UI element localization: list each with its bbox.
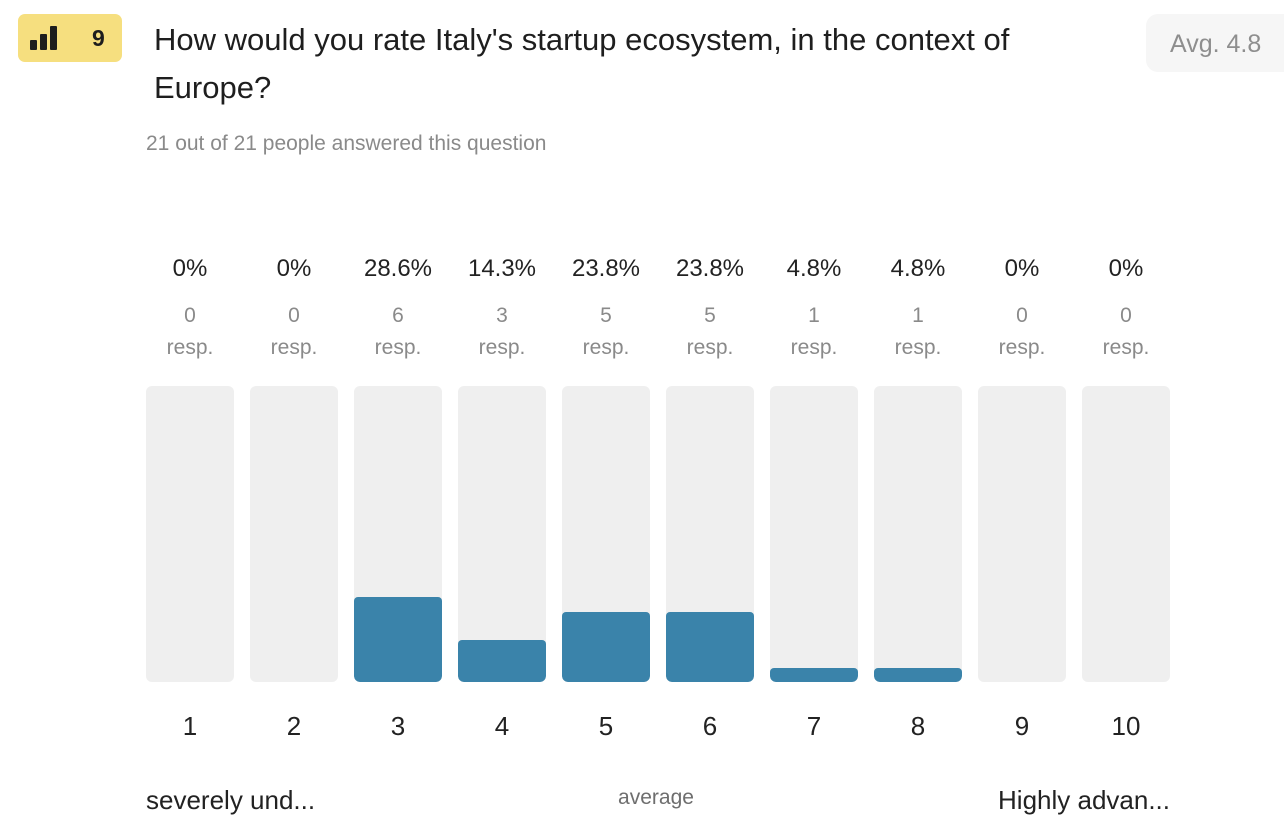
bar-percent-label: 0% <box>1108 255 1144 282</box>
bar-category-label: 2 <box>286 711 302 741</box>
bar-category-label: 8 <box>910 711 926 741</box>
bar-fill <box>562 612 650 682</box>
bar-response-count: 1 <box>808 304 820 327</box>
average-score: Avg. 4.8 <box>1170 30 1262 58</box>
bar-track <box>250 386 338 682</box>
bar-response-unit: resp. <box>166 336 214 359</box>
bar-track <box>146 386 234 682</box>
bar-percent-label: 14.3% <box>467 255 537 282</box>
bar-track <box>770 386 858 682</box>
question-title: How would you rate Italy's startup ecosy… <box>154 22 1010 105</box>
bar-response-unit: resp. <box>686 336 734 359</box>
bar-fill <box>874 668 962 682</box>
bar-category-label: 5 <box>598 711 614 741</box>
bar-track <box>458 386 546 682</box>
bar-fill <box>666 612 754 682</box>
bar-response-count: 0 <box>288 304 300 327</box>
bar-track <box>874 386 962 682</box>
bar-percent-label: 23.8% <box>571 255 641 282</box>
bar-response-unit: resp. <box>582 336 630 359</box>
scale-high-label: Highly advan... <box>998 785 1170 815</box>
scale-low-label: severely und... <box>146 785 316 815</box>
bar-response-count: 0 <box>184 304 196 327</box>
bar-response-unit: resp. <box>270 336 318 359</box>
bar-response-count: 0 <box>1120 304 1132 327</box>
bar-fill <box>354 597 442 682</box>
bar-response-unit: resp. <box>374 336 422 359</box>
bar-track <box>1082 386 1170 682</box>
bar-fill <box>770 668 858 682</box>
bar-response-count: 5 <box>704 304 716 327</box>
bar-response-count: 0 <box>1016 304 1028 327</box>
bar-track <box>562 386 650 682</box>
bar-response-count: 5 <box>600 304 612 327</box>
bar-category-label: 1 <box>182 711 198 741</box>
bar-response-unit: resp. <box>1102 336 1150 359</box>
question-number-badge: 9 <box>18 14 122 62</box>
bar-track <box>354 386 442 682</box>
bar-response-unit: resp. <box>894 336 942 359</box>
bar-category-label: 4 <box>494 711 510 741</box>
bar-track <box>978 386 1066 682</box>
bar-percent-label: 4.8% <box>890 255 946 282</box>
average-score-pill: Avg. 4.8 <box>1146 14 1284 72</box>
question-number: 9 <box>92 25 105 51</box>
scale-mid-label: average <box>618 786 694 809</box>
bar-track <box>666 386 754 682</box>
bar-percent-label: 23.8% <box>675 255 745 282</box>
bar-category-label: 3 <box>390 711 406 741</box>
answered-count: 21 out of 21 people answered this questi… <box>146 132 547 155</box>
bar-chart-icon <box>30 26 57 50</box>
bar-fill <box>458 640 546 682</box>
bar-response-count: 3 <box>496 304 508 327</box>
bar-category-label: 7 <box>806 711 822 741</box>
bar-percent-label: 0% <box>172 255 208 282</box>
bar-percent-label: 0% <box>1004 255 1040 282</box>
bar-percent-label: 0% <box>276 255 312 282</box>
bar-category-label: 6 <box>702 711 718 741</box>
bar-response-unit: resp. <box>790 336 838 359</box>
bar-response-unit: resp. <box>998 336 1046 359</box>
bar-percent-label: 4.8% <box>786 255 842 282</box>
bar-category-label: 9 <box>1014 711 1030 741</box>
bar-response-count: 1 <box>912 304 924 327</box>
bar-category-label: 10 <box>1111 711 1141 741</box>
bar-percent-label: 28.6% <box>363 255 433 282</box>
bar-response-count: 6 <box>392 304 404 327</box>
bar-response-unit: resp. <box>478 336 526 359</box>
